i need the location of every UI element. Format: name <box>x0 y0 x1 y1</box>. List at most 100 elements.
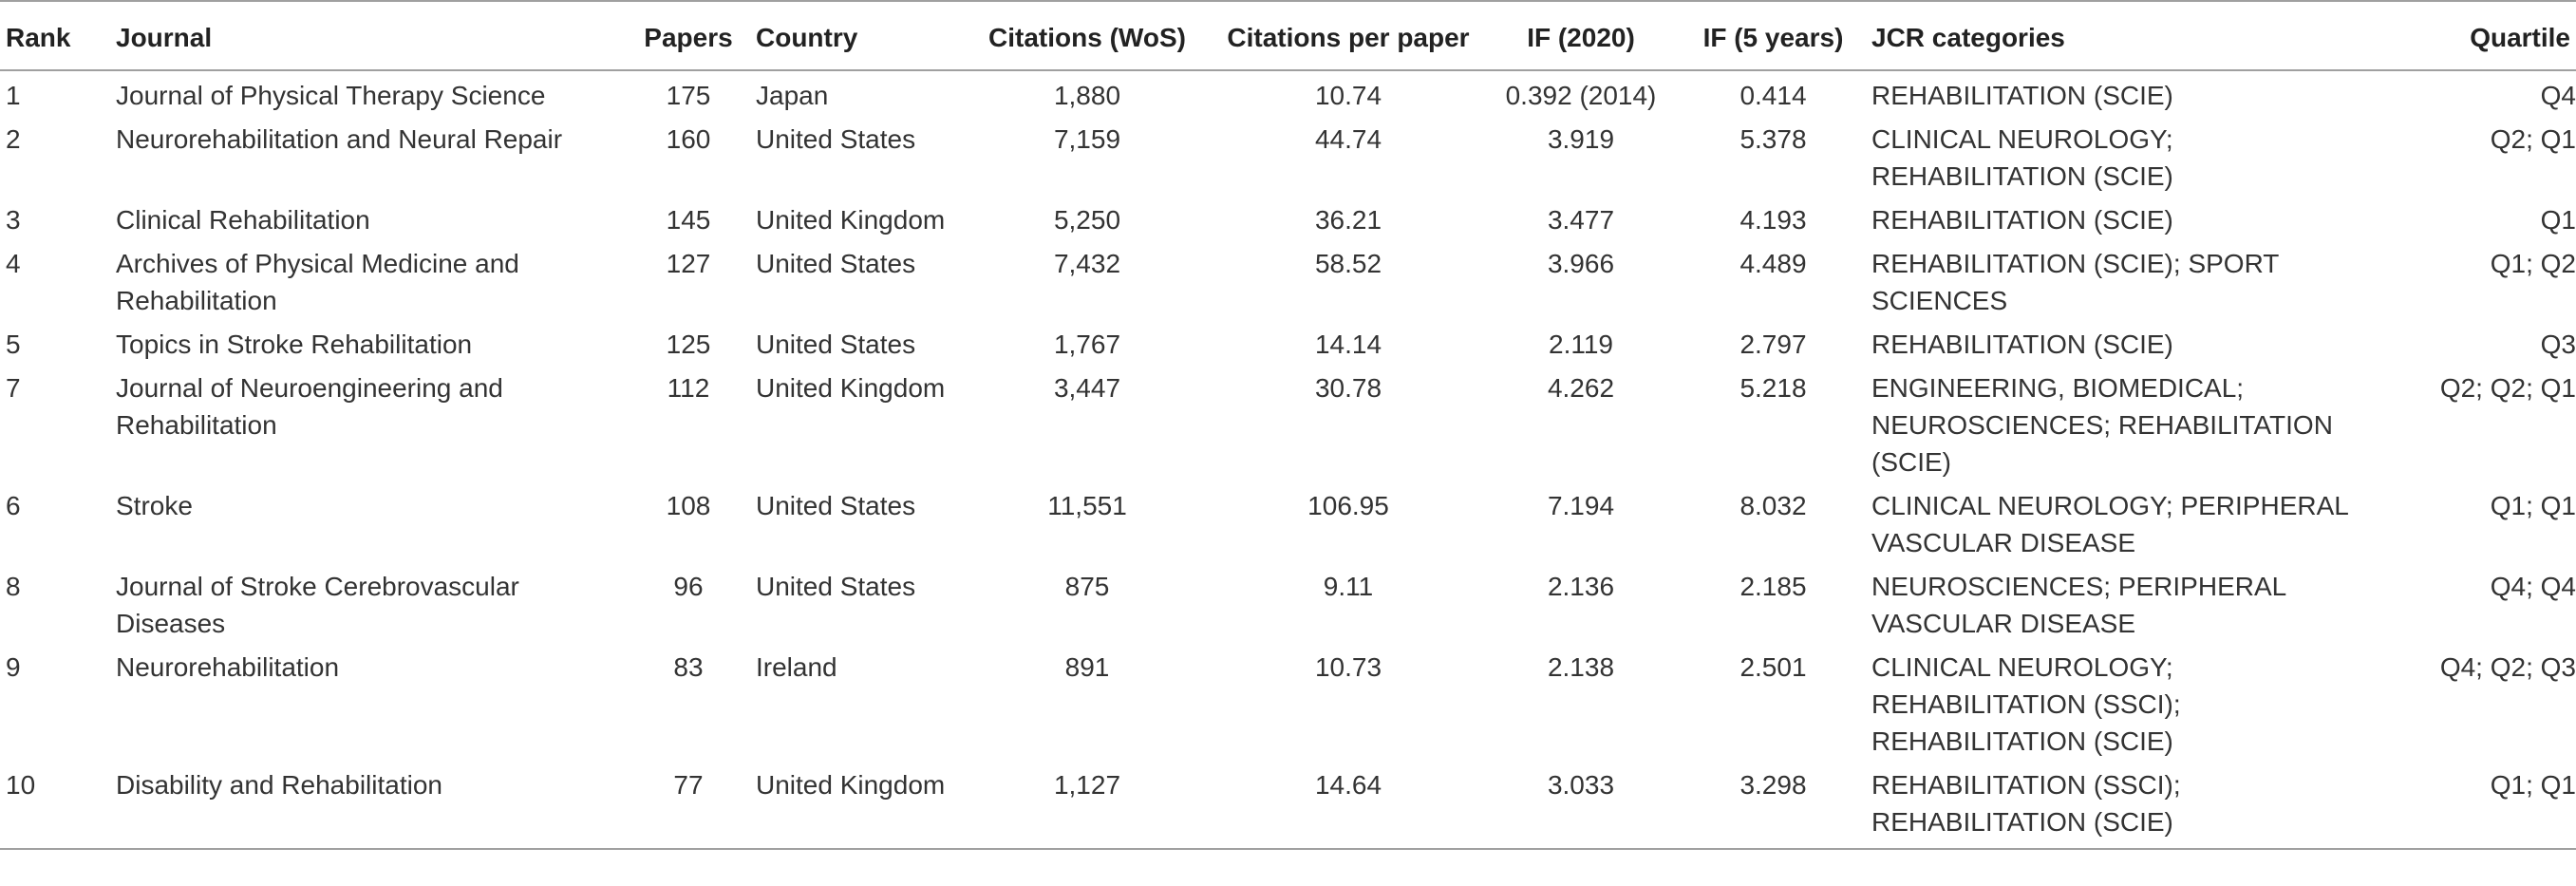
cell-journal-line: Clinical Rehabilitation <box>116 205 370 235</box>
cell-jcr-categories: CLINICAL NEUROLOGY; REHABILITATION (SSCI)… <box>1866 643 2367 761</box>
cell-if-2020: 3.033 <box>1547 770 1615 800</box>
cell-if-5-years: 5.218 <box>1739 373 1807 403</box>
cell-journal-line: Journal of Physical Therapy Science <box>116 81 546 110</box>
cell-country: United States <box>756 491 916 520</box>
cell-jcr-categories-line: REHABILITATION (SCIE) <box>1871 807 2173 837</box>
cell-if-5-years: 8.032 <box>1739 491 1807 520</box>
cell-journal: Journal of Neuroengineering and Rehabilit… <box>114 364 627 481</box>
header-if-5-years: IF (5 years) <box>1702 23 1844 52</box>
cell-jcr-categories: ENGINEERING, BIOMEDICAL; NEUROSCIENCES; R… <box>1866 364 2367 481</box>
cell-country: Japan <box>756 81 829 110</box>
cell-jcr-categories: CLINICAL NEUROLOGY; PERIPHERAL VASCULAR D… <box>1866 481 2367 562</box>
cell-if-5-years: 2.185 <box>1739 572 1807 601</box>
cell-citations-per-paper: 44.74 <box>1314 124 1382 154</box>
cell-jcr-categories-line: ENGINEERING, BIOMEDICAL; <box>1871 373 2245 403</box>
cell-rank: 6 <box>6 491 21 520</box>
cell-journal-line: Neurorehabilitation and Neural Repair <box>116 124 563 154</box>
cell-journal: Disability and Rehabilitation <box>114 761 627 849</box>
cell-rank: 4 <box>6 249 21 278</box>
cell-country: United Kingdom <box>756 373 946 403</box>
cell-if-5-years: 0.414 <box>1739 81 1807 110</box>
cell-if-5-years: 2.501 <box>1739 652 1807 682</box>
cell-rank: 1 <box>6 81 21 110</box>
cell-jcr-categories-line: VASCULAR DISEASE <box>1871 609 2136 638</box>
cell-jcr-categories: REHABILITATION (SSCI); REHABILITATION (SC… <box>1866 761 2367 849</box>
cell-journal-line: Stroke <box>116 491 193 520</box>
cell-journal: Topics in Stroke Rehabilitation <box>114 320 627 364</box>
cell-citations: 11,551 <box>1047 491 1127 520</box>
cell-journal: Archives of Physical Medicine and Rehabil… <box>114 239 627 320</box>
table-row: 8 Journal of Stroke Cerebrovascular Diseas… <box>0 562 2576 643</box>
cell-jcr-categories: REHABILITATION (SCIE); SPORT SCIENCES <box>1866 239 2367 320</box>
cell-if-2020: 3.919 <box>1547 124 1615 154</box>
cell-quartile: Q1; Q1 <box>2490 770 2576 800</box>
cell-journal: Journal of Physical Therapy Science <box>114 70 627 115</box>
cell-journal-line: Rehabilitation <box>116 410 277 440</box>
cell-jcr-categories-line: NEUROSCIENCES; REHABILITATION <box>1871 410 2333 440</box>
cell-journal-line: Journal of Stroke Cerebrovascular <box>116 572 519 601</box>
cell-citations: 7,432 <box>1053 249 1121 278</box>
cell-rank: 7 <box>6 373 21 403</box>
cell-papers: 83 <box>673 652 704 682</box>
cell-rank: 10 <box>6 770 36 800</box>
cell-journal: Neurorehabilitation <box>114 643 627 761</box>
header-citations-per-paper: Citations per paper <box>1227 23 1470 52</box>
cell-quartile: Q1; Q2 <box>2490 249 2576 278</box>
cell-citations-per-paper: 106.95 <box>1307 491 1389 520</box>
cell-papers: 160 <box>666 124 711 154</box>
header-journal: Journal <box>116 23 213 52</box>
cell-jcr-categories-line: CLINICAL NEUROLOGY; PERIPHERAL <box>1871 491 2349 520</box>
cell-papers: 112 <box>667 373 710 403</box>
cell-if-5-years: 3.298 <box>1739 770 1807 800</box>
cell-country: United States <box>756 572 916 601</box>
cell-citations: 891 <box>1064 652 1110 682</box>
cell-country: Ireland <box>756 652 837 682</box>
cell-if-5-years: 4.193 <box>1739 205 1807 235</box>
cell-journal-line: Archives of Physical Medicine and <box>116 249 519 278</box>
cell-jcr-categories-line: CLINICAL NEUROLOGY; <box>1871 124 2173 154</box>
cell-citations-per-paper: 36.21 <box>1314 205 1382 235</box>
cell-if-2020: 2.119 <box>1549 330 1613 359</box>
table-row: 2 Neurorehabilitation and Neural Repair 16… <box>0 115 2576 196</box>
cell-country: United States <box>756 330 916 359</box>
cell-journal-line: Disability and Rehabilitation <box>116 770 442 800</box>
cell-if-5-years: 2.797 <box>1739 330 1807 359</box>
cell-quartile: Q4 <box>2540 81 2576 110</box>
table-row: 3 Clinical Rehabilitation 145 United Kingdo… <box>0 196 2576 239</box>
cell-if-2020: 7.194 <box>1547 491 1615 520</box>
table-row: 6 Stroke 108 United States 11,551 106.95 7.194… <box>0 481 2576 562</box>
cell-rank: 9 <box>6 652 21 682</box>
cell-jcr-categories-line: (SCIE) <box>1871 447 1951 477</box>
cell-jcr-categories-line: REHABILITATION (SCIE) <box>1871 161 2173 191</box>
cell-if-2020: 3.966 <box>1547 249 1615 278</box>
table-row: 9 Neurorehabilitation 83 Ireland 891 10.73 2.1… <box>0 643 2576 761</box>
cell-papers: 125 <box>666 330 711 359</box>
cell-journal-line: Neurorehabilitation <box>116 652 340 682</box>
cell-if-2020: 4.262 <box>1547 373 1615 403</box>
cell-if-2020: 0.392 (2014) <box>1505 81 1657 110</box>
cell-quartile: Q1; Q1 <box>2490 491 2576 520</box>
cell-jcr-categories: REHABILITATION (SCIE) <box>1866 196 2367 239</box>
cell-rank: 8 <box>6 572 21 601</box>
cell-citations: 1,127 <box>1053 770 1121 800</box>
cell-jcr-categories-line: REHABILITATION (SSCI); <box>1871 689 2181 719</box>
cell-jcr-categories-line: NEUROSCIENCES; PERIPHERAL <box>1871 572 2287 601</box>
cell-papers: 96 <box>673 572 704 601</box>
header-row: Rank Journal Papers Country Citations (W… <box>0 1 2576 70</box>
cell-if-2020: 2.136 <box>1547 572 1615 601</box>
cell-if-2020: 2.138 <box>1547 652 1615 682</box>
cell-country: United Kingdom <box>756 205 946 235</box>
cell-journal: Journal of Stroke Cerebrovascular Disease… <box>114 562 627 643</box>
cell-quartile: Q2; Q2; Q1 <box>2439 373 2576 403</box>
cell-rank: 5 <box>6 330 21 359</box>
cell-citations: 7,159 <box>1053 124 1121 154</box>
cell-jcr-categories-line: REHABILITATION (SCIE); SPORT <box>1871 249 2280 278</box>
cell-if-5-years: 4.489 <box>1739 249 1807 278</box>
cell-citations: 1,767 <box>1053 330 1121 359</box>
cell-citations-per-paper: 10.73 <box>1314 652 1382 682</box>
journal-table-container: Rank Journal Papers Country Citations (W… <box>0 1 2576 849</box>
cell-journal-line: Topics in Stroke Rehabilitation <box>116 330 473 359</box>
cell-papers: 145 <box>666 205 711 235</box>
journal-table: Rank Journal Papers Country Citations (W… <box>0 1 2576 849</box>
cell-citations: 875 <box>1064 572 1110 601</box>
